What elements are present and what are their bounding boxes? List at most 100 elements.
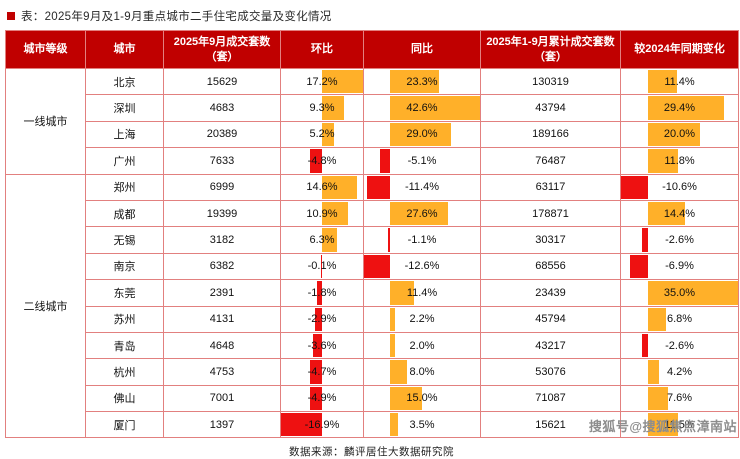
change-cell: 7.6% <box>621 385 739 411</box>
negative-data-bar <box>367 176 391 199</box>
sep-count-cell: 7633 <box>164 148 281 174</box>
header-sep-count: 2025年9月成交套数（套） <box>164 31 281 69</box>
change-value: -10.6% <box>662 181 697 193</box>
sep-count-cell: 4683 <box>164 95 281 121</box>
cum-count-cell: 45794 <box>481 306 621 332</box>
cum-count-cell: 53076 <box>481 359 621 385</box>
cum-count-cell: 189166 <box>481 121 621 147</box>
mom-cell: -2.9% <box>281 306 364 332</box>
header-change: 较2024年同期变化 <box>621 31 739 69</box>
change-value: 29.4% <box>664 102 695 114</box>
mom-value: -1.8% <box>308 287 337 299</box>
positive-data-bar <box>390 308 395 331</box>
cum-count-cell: 63117 <box>481 174 621 200</box>
change-cell: -10.6% <box>621 174 739 200</box>
change-cell: 20.0% <box>621 121 739 147</box>
change-cell: -2.6% <box>621 332 739 358</box>
positive-data-bar <box>648 387 667 410</box>
yoy-value: 2.0% <box>409 340 434 352</box>
yoy-cell: 42.6% <box>364 95 481 121</box>
data-source-note: 数据来源：麟评居住大数据研究院 <box>5 438 738 459</box>
city-cell: 青岛 <box>86 332 164 358</box>
yoy-value: -5.1% <box>408 155 437 167</box>
positive-data-bar <box>648 360 659 383</box>
negative-data-bar <box>642 334 649 357</box>
negative-data-bar <box>642 228 649 251</box>
sep-count-cell: 7001 <box>164 385 281 411</box>
positive-data-bar <box>390 413 397 436</box>
yoy-cell: 3.5% <box>364 412 481 438</box>
mom-cell: 5.2% <box>281 121 364 147</box>
red-square-bullet <box>7 12 15 20</box>
mom-cell: -4.9% <box>281 385 364 411</box>
negative-data-bar <box>380 149 391 172</box>
mom-value: -4.9% <box>308 392 337 404</box>
yoy-cell: 27.6% <box>364 200 481 226</box>
cum-count-cell: 43794 <box>481 95 621 121</box>
change-cell: 4.2% <box>621 359 739 385</box>
mom-cell: 6.3% <box>281 227 364 253</box>
header-cum-count: 2025年1-9月累计成交套数（套） <box>481 31 621 69</box>
change-value: 11.4% <box>664 76 694 88</box>
mom-value: -4.8% <box>308 155 337 167</box>
city-cell: 广州 <box>86 148 164 174</box>
sep-count-cell: 19399 <box>164 200 281 226</box>
yoy-value: 11.4% <box>407 287 437 299</box>
cum-count-cell: 68556 <box>481 253 621 279</box>
negative-data-bar <box>388 228 390 251</box>
mom-value: -4.7% <box>308 366 337 378</box>
change-value: 6.8% <box>667 313 692 325</box>
table-caption-row: 表：2025年9月及1-9月重点城市二手住宅成交量及变化情况 <box>0 0 740 30</box>
yoy-value: -1.1% <box>408 234 437 246</box>
change-cell: -2.6% <box>621 227 739 253</box>
positive-data-bar <box>390 334 394 357</box>
table-title: 表：2025年9月及1-9月重点城市二手住宅成交量及变化情况 <box>21 8 332 24</box>
mom-cell: -0.1% <box>281 253 364 279</box>
mom-cell: 17.2% <box>281 69 364 95</box>
mom-value: -0.1% <box>308 260 337 272</box>
change-value: -2.6% <box>665 234 694 246</box>
sep-count-cell: 20389 <box>164 121 281 147</box>
yoy-value: 2.2% <box>409 313 434 325</box>
header-tier: 城市等级 <box>6 31 86 69</box>
yoy-value: 27.6% <box>406 208 437 220</box>
yoy-cell: 11.4% <box>364 280 481 306</box>
mom-cell: -1.8% <box>281 280 364 306</box>
change-value: -6.9% <box>665 260 694 272</box>
yoy-cell: 8.0% <box>364 359 481 385</box>
city-cell: 郑州 <box>86 174 164 200</box>
mom-value: -16.9% <box>305 419 340 431</box>
cum-count-cell: 71087 <box>481 385 621 411</box>
mom-value: 10.9% <box>306 208 337 220</box>
yoy-cell: 2.2% <box>364 306 481 332</box>
yoy-value: 15.0% <box>406 392 437 404</box>
negative-data-bar <box>364 255 390 278</box>
sep-count-cell: 4753 <box>164 359 281 385</box>
cum-count-cell: 76487 <box>481 148 621 174</box>
sep-count-cell: 6382 <box>164 253 281 279</box>
header-city: 城市 <box>86 31 164 69</box>
mom-cell: -4.8% <box>281 148 364 174</box>
yoy-cell: 15.0% <box>364 385 481 411</box>
cum-count-cell: 23439 <box>481 280 621 306</box>
header-yoy: 同比 <box>364 31 481 69</box>
yoy-value: 42.6% <box>406 102 437 114</box>
change-value: 14.4% <box>664 208 695 220</box>
yoy-cell: -1.1% <box>364 227 481 253</box>
mom-value: -3.6% <box>308 340 337 352</box>
sep-count-cell: 4648 <box>164 332 281 358</box>
positive-data-bar <box>390 360 407 383</box>
yoy-value: 23.3% <box>406 76 437 88</box>
